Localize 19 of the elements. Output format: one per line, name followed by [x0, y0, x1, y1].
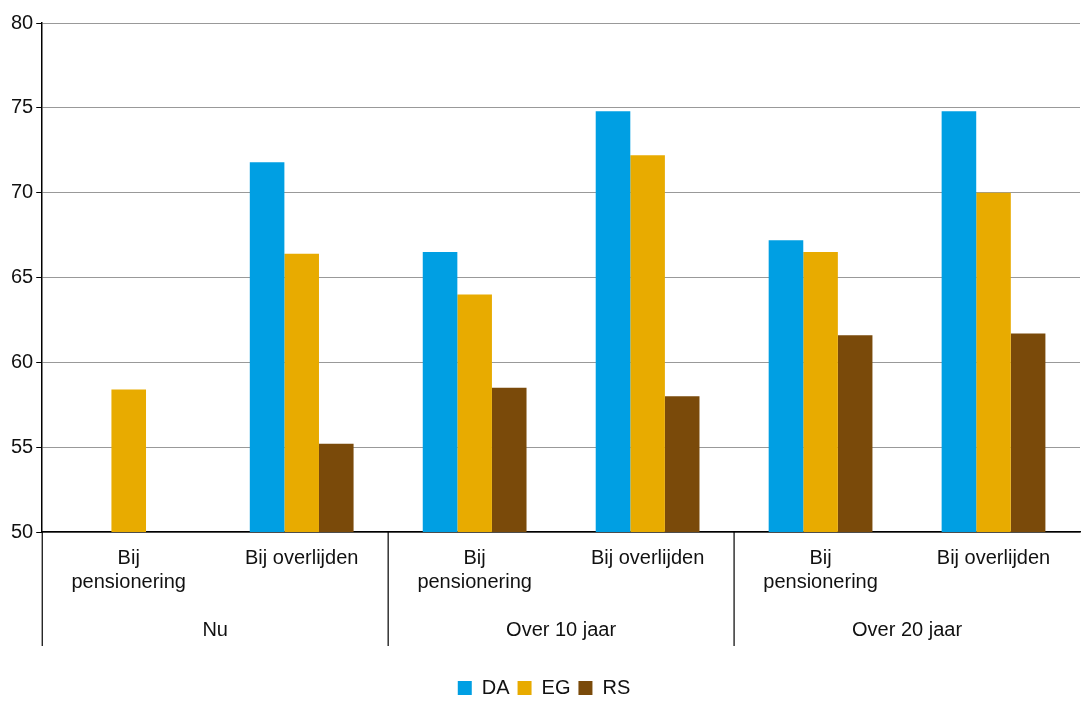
x-tick-label: Bij pensionering: [417, 545, 532, 592]
x-tick-label: Bij pensionering: [71, 545, 186, 592]
y-tick-label: 60: [11, 349, 34, 372]
legend-label: EG: [541, 675, 571, 698]
y-tick-label: 70: [11, 180, 34, 203]
x-tick-label: Bij pensionering: [763, 545, 878, 592]
y-tick-label: 80: [11, 10, 34, 33]
x-tick-label: Bij overlijden: [590, 545, 705, 568]
y-tick-label: 65: [11, 265, 34, 288]
text: Over 10 jaar: [506, 617, 617, 640]
x-tick-label: Bij overlijden: [936, 545, 1051, 568]
y-tick-label: 55: [11, 434, 34, 457]
legend-label: DA: [481, 675, 511, 698]
text: Nu: [202, 617, 228, 640]
legend-label: RS: [602, 675, 631, 698]
y-tick-label: 75: [11, 95, 34, 118]
y-tick-label: 50: [11, 519, 34, 542]
x-tick-label: Bij overlijden: [244, 545, 359, 568]
text: Over 20 jaar: [852, 617, 963, 640]
